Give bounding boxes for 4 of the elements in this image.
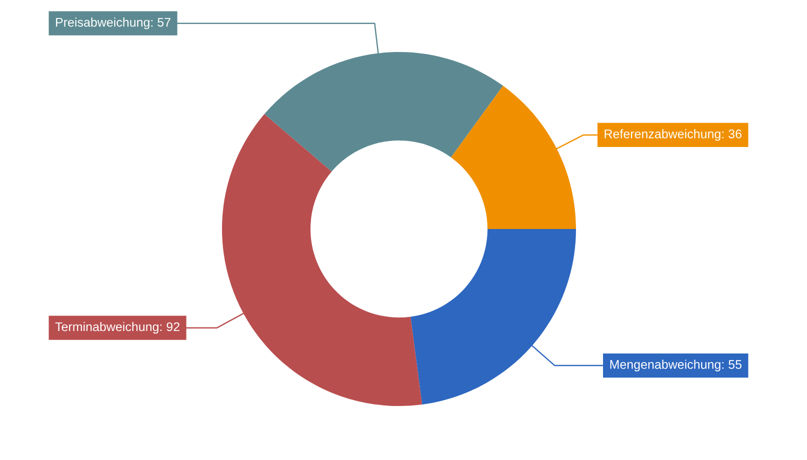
slice-label: Terminabweichung: 92 xyxy=(55,322,180,334)
slice-label: Referenzabweichung: 36 xyxy=(604,129,742,141)
slice-label: Preisabweichung: 57 xyxy=(56,18,170,30)
slice-label: Mengenabweichung: 55 xyxy=(610,360,742,372)
